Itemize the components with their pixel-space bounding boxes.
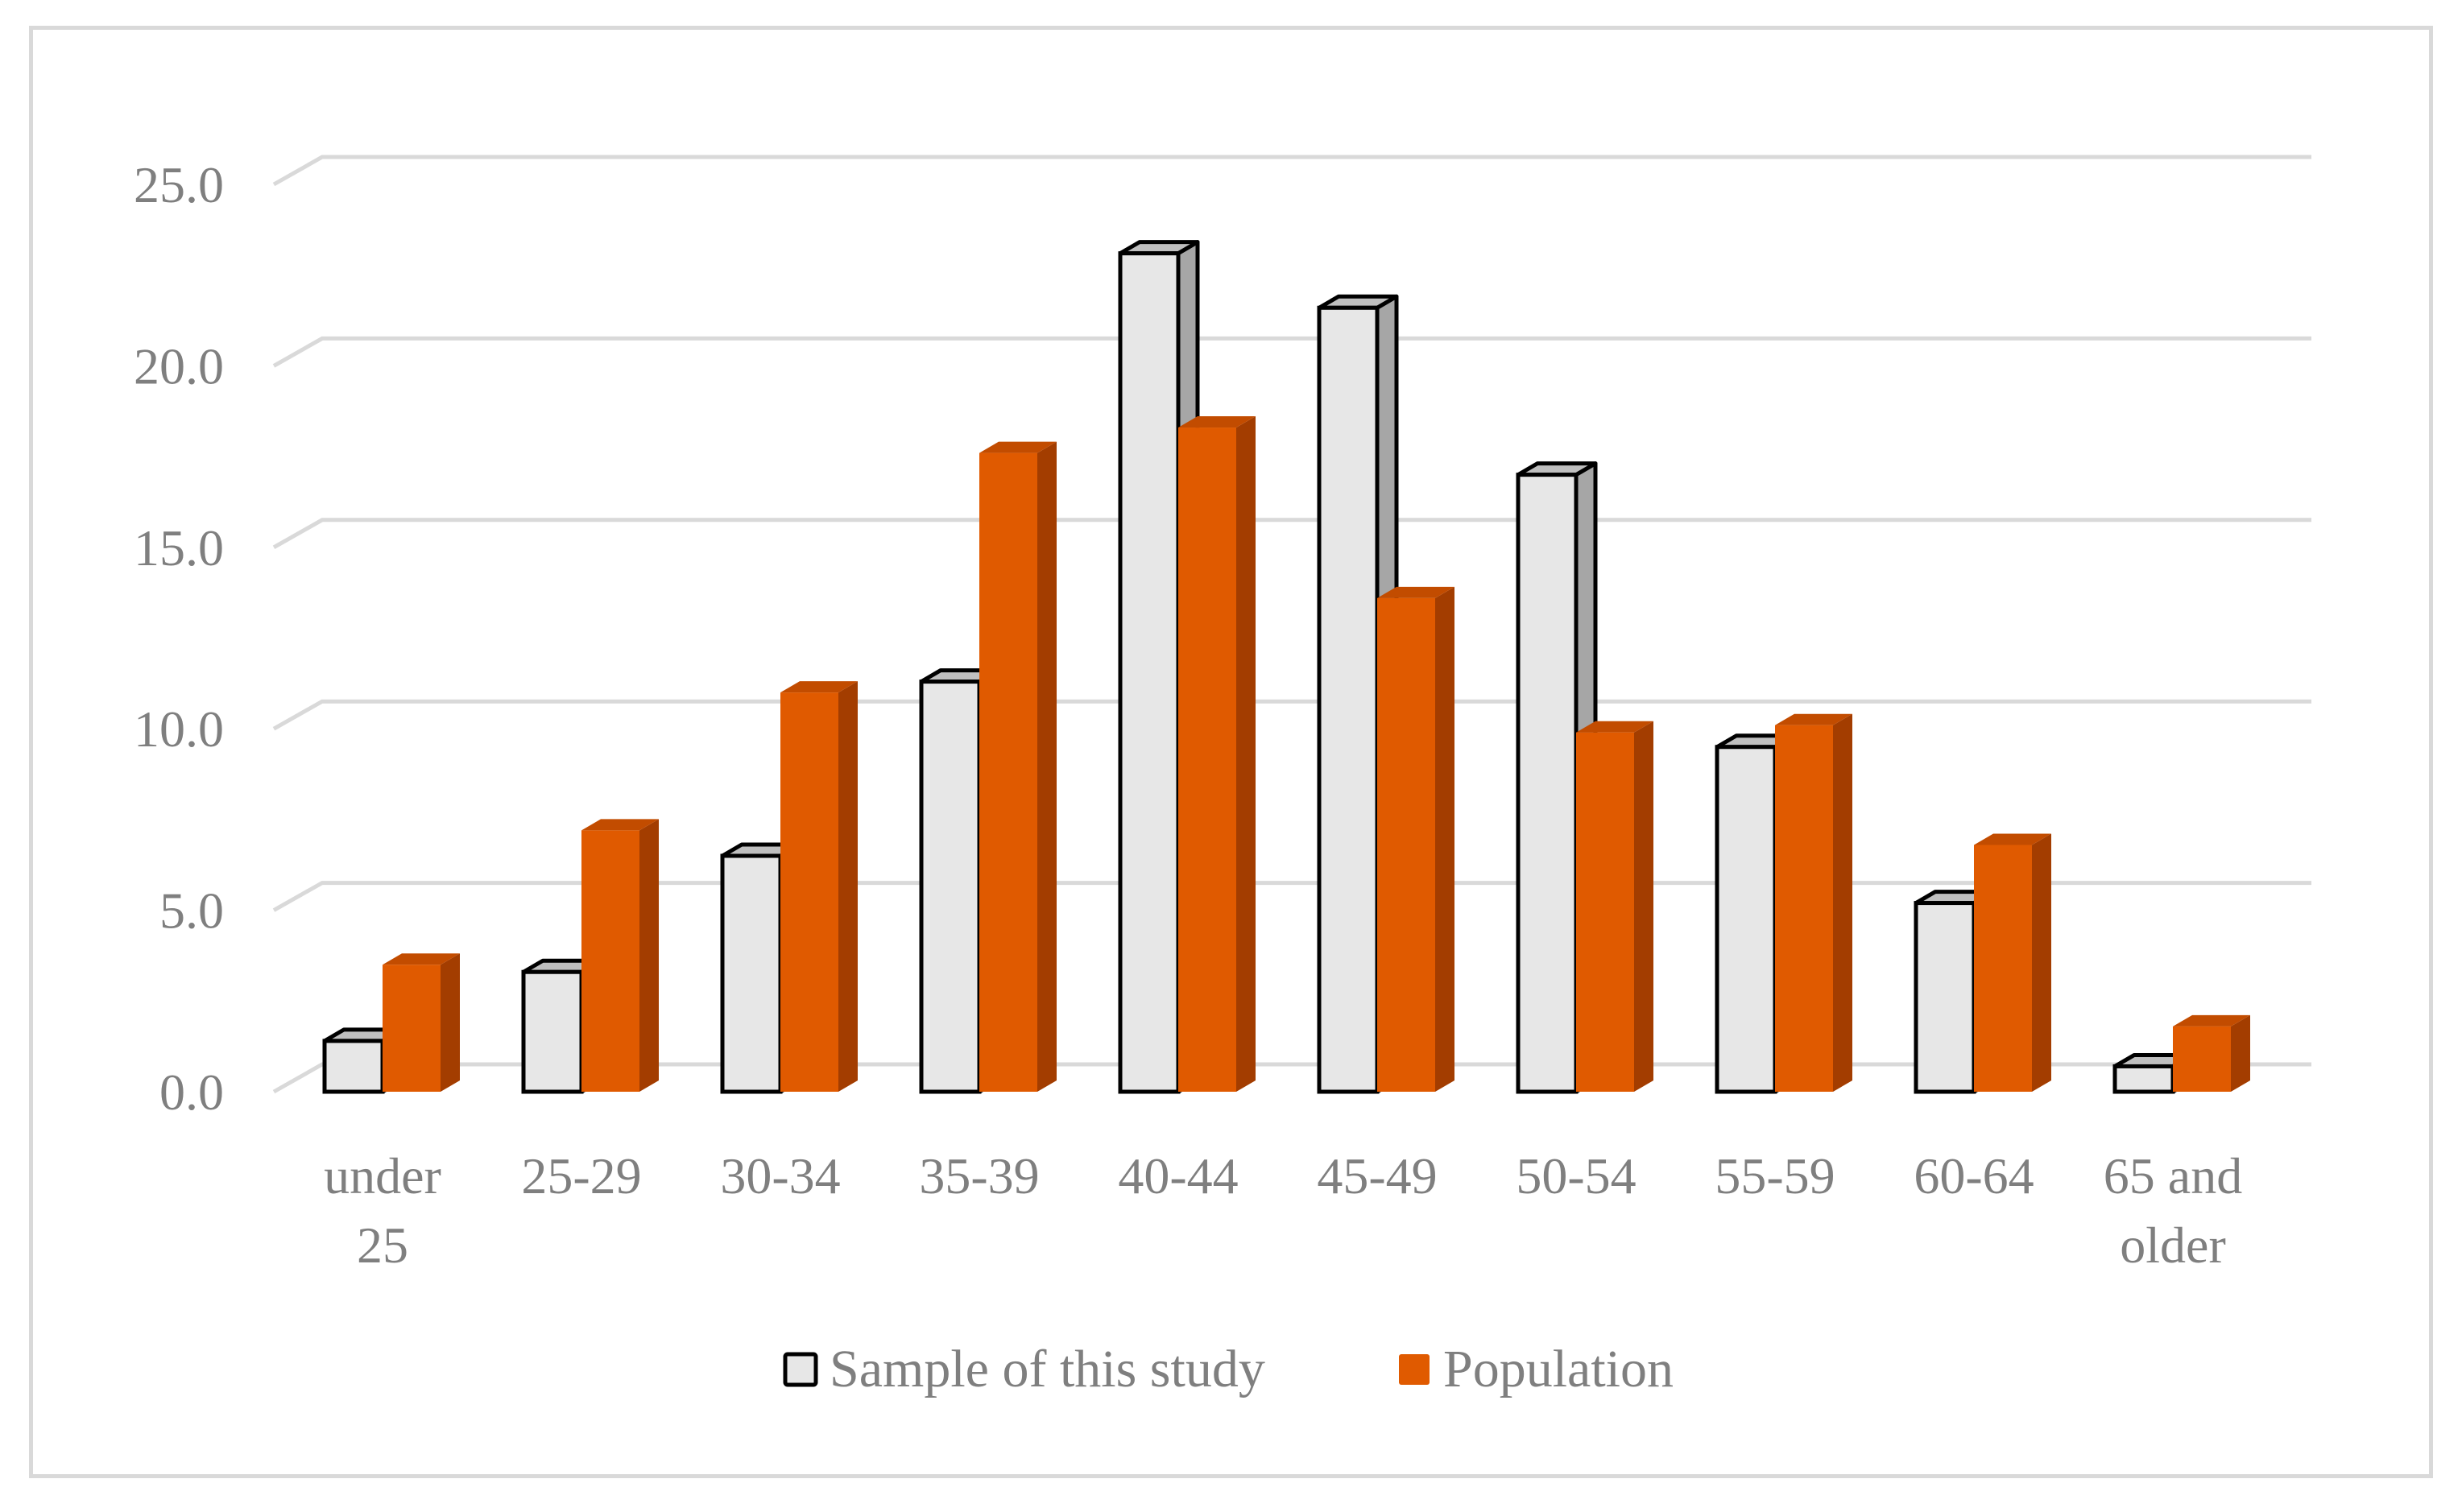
y-tick-label-2: 10.0 bbox=[134, 700, 224, 758]
x-tick-label-9-0: 65 and bbox=[2104, 1147, 2242, 1204]
bar-side-1-6 bbox=[1634, 721, 1653, 1092]
bar-side-1-9 bbox=[2231, 1014, 2250, 1092]
bar-1-7 bbox=[1775, 725, 1833, 1092]
bar-0-5 bbox=[1317, 305, 1380, 1094]
bar-0-6 bbox=[1516, 473, 1579, 1094]
bar-1-4 bbox=[1178, 428, 1236, 1092]
bar-top-1-9 bbox=[2173, 1014, 2250, 1027]
bar-top-1-4 bbox=[1178, 416, 1256, 428]
x-tick-label-1-0: 25-29 bbox=[521, 1147, 641, 1204]
bar-1-1 bbox=[581, 830, 639, 1092]
bar-1-6 bbox=[1576, 732, 1634, 1092]
bar-0-0 bbox=[322, 1039, 385, 1094]
bar-top-1-8 bbox=[1974, 833, 2051, 845]
y-tick-label-4: 20.0 bbox=[134, 337, 224, 395]
legend-label-1: Population bbox=[1443, 1340, 1674, 1398]
bar-side-1-7 bbox=[1833, 713, 1852, 1092]
legend-swatch-0 bbox=[783, 1352, 818, 1387]
bar-side-1-4 bbox=[1236, 416, 1256, 1092]
bar-top-1-3 bbox=[979, 441, 1057, 453]
bar-0-3 bbox=[919, 680, 982, 1094]
bar-0-8 bbox=[1914, 901, 1976, 1094]
bar-side-1-3 bbox=[1037, 441, 1057, 1092]
x-tick-label-9-1: older bbox=[2120, 1217, 2226, 1274]
x-tick-label-0-1: 25 bbox=[357, 1217, 408, 1274]
bar-top-1-0 bbox=[383, 953, 460, 965]
bar-top-1-7 bbox=[1775, 713, 1852, 725]
bar-side-1-0 bbox=[441, 953, 460, 1092]
bar-1-9 bbox=[2173, 1026, 2231, 1092]
bar-side-1-2 bbox=[838, 681, 858, 1092]
gridline-4 bbox=[272, 336, 2311, 368]
bar-top-1-2 bbox=[780, 681, 858, 693]
bar-1-8 bbox=[1974, 845, 2032, 1092]
bar-0-4 bbox=[1118, 251, 1181, 1094]
bar-top-1-1 bbox=[581, 819, 659, 831]
gridline-2 bbox=[272, 699, 2311, 731]
bar-1-3 bbox=[979, 452, 1037, 1092]
y-tick-label-3: 15.0 bbox=[134, 519, 224, 576]
y-tick-label-0: 0.0 bbox=[159, 1064, 224, 1121]
x-tick-label-4-0: 40-44 bbox=[1118, 1147, 1238, 1204]
bar-top-1-6 bbox=[1576, 721, 1653, 733]
bar-0-7 bbox=[1715, 745, 1777, 1094]
x-tick-label-0-0: under bbox=[324, 1147, 441, 1204]
bar-1-5 bbox=[1377, 597, 1435, 1092]
x-tick-label-3-0: 35-39 bbox=[919, 1147, 1039, 1204]
bar-side-1-1 bbox=[639, 819, 659, 1092]
gridline-3 bbox=[272, 518, 2311, 549]
bar-side-1-8 bbox=[2032, 833, 2051, 1092]
legend-label-0: Sample of this study bbox=[830, 1340, 1265, 1398]
x-tick-label-6-0: 50-54 bbox=[1516, 1147, 1636, 1204]
bar-1-0 bbox=[383, 965, 441, 1092]
y-tick-label-5: 25.0 bbox=[134, 156, 224, 213]
bar-0-9 bbox=[2112, 1064, 2175, 1094]
bar-top-1-5 bbox=[1377, 586, 1454, 598]
x-tick-label-8-0: 60-64 bbox=[1914, 1147, 2034, 1204]
bar-0-1 bbox=[521, 969, 584, 1094]
x-tick-label-2-0: 30-34 bbox=[720, 1147, 840, 1204]
gridline-5 bbox=[272, 155, 2311, 187]
bar-1-2 bbox=[780, 692, 838, 1092]
legend-swatch-1 bbox=[1399, 1354, 1430, 1385]
y-tick-label-1: 5.0 bbox=[159, 882, 224, 940]
bar-0-2 bbox=[720, 853, 783, 1094]
bar-side-1-5 bbox=[1435, 586, 1454, 1092]
x-tick-label-5-0: 45-49 bbox=[1317, 1147, 1437, 1204]
x-tick-label-7-0: 55-59 bbox=[1715, 1147, 1835, 1204]
